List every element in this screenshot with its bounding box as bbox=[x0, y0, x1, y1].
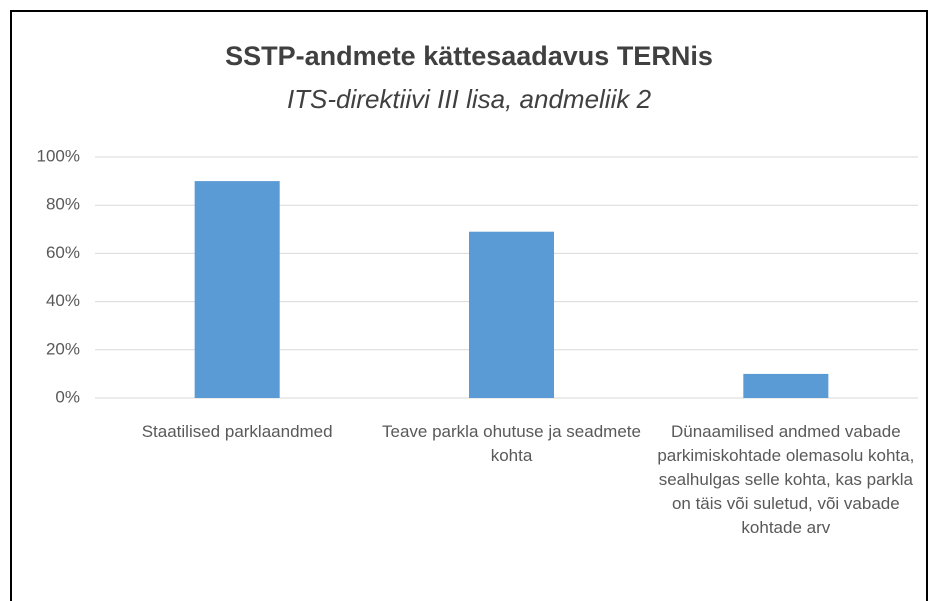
chart-title: SSTP-andmete kättesaadavus TERNis bbox=[225, 41, 713, 71]
y-tick-label: 80% bbox=[46, 195, 80, 214]
bar bbox=[468, 231, 555, 398]
y-tick-label: 20% bbox=[46, 339, 80, 358]
y-tick-label: 100% bbox=[37, 146, 80, 165]
x-tick-label: Dünaamilised andmed vabade parkimiskohta… bbox=[657, 422, 915, 537]
x-tick-label-box: Teave parkla ohutuse ja seadmete kohta bbox=[382, 422, 641, 465]
y-tick-label: 40% bbox=[46, 291, 80, 310]
chart-subtitle: ITS-direktiivi III lisa, andmeliik 2 bbox=[287, 84, 652, 114]
x-tick-label: Teave parkla ohutuse ja seadmete kohta bbox=[382, 422, 641, 465]
x-tick-label-box: Dünaamilised andmed vabade parkimiskohta… bbox=[657, 422, 915, 537]
bar bbox=[743, 373, 829, 398]
bar bbox=[194, 181, 280, 398]
x-tick-label-box: Staatilised parklaandmed bbox=[141, 422, 333, 441]
y-tick-label: 0% bbox=[55, 387, 80, 406]
x-tick-label: Staatilised parklaandmed bbox=[141, 422, 333, 441]
y-tick-label: 60% bbox=[46, 243, 80, 262]
